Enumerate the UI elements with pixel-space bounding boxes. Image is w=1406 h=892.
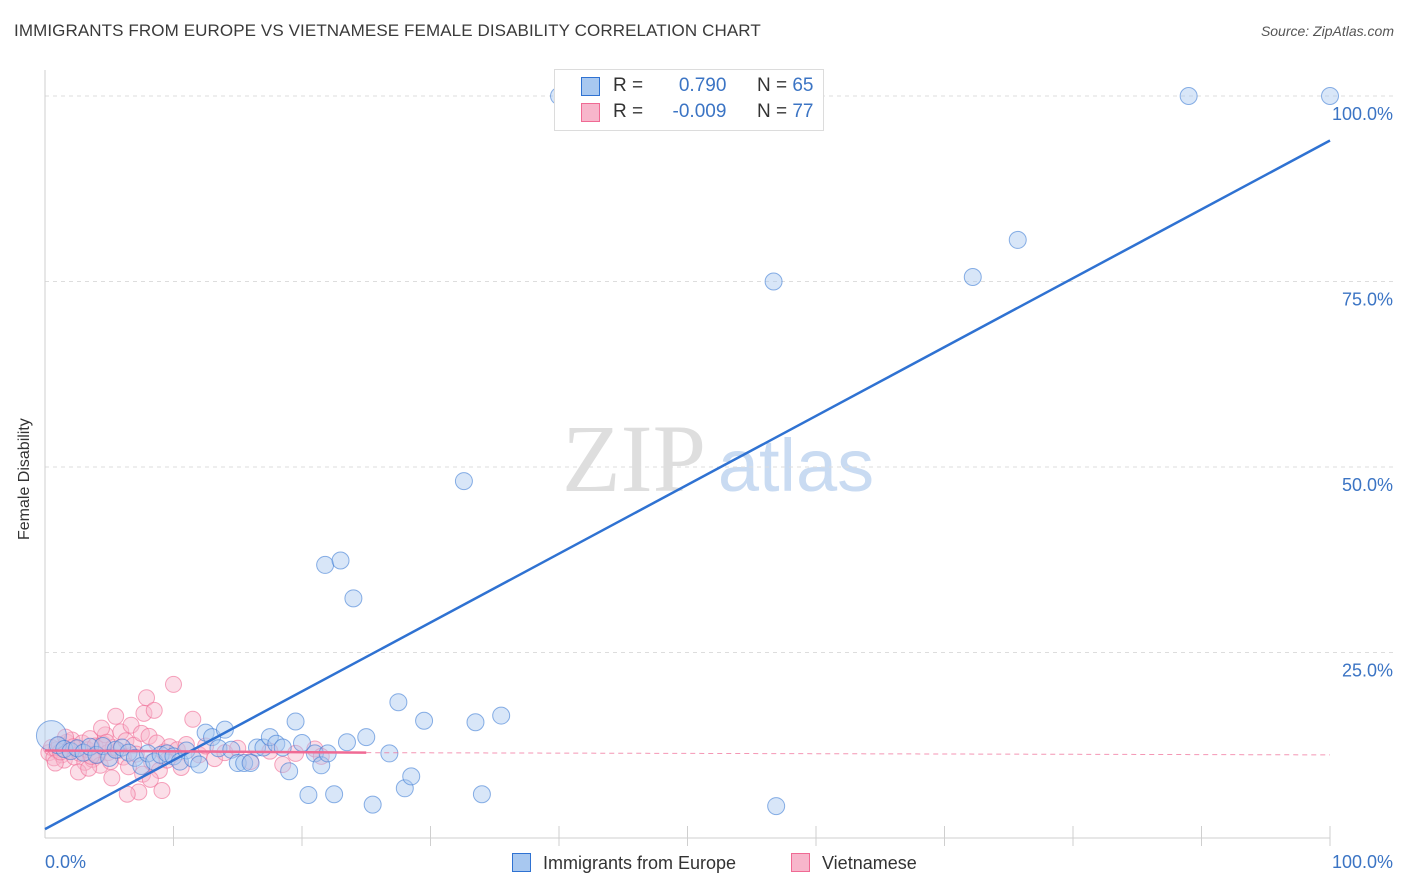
europe-point [280, 762, 299, 781]
y-tick-label: 25.0% [1342, 660, 1393, 680]
legend-r-label: R = [613, 101, 644, 122]
vietnamese-point [46, 754, 64, 772]
vietnamese-point [107, 707, 125, 725]
europe-trend-line [44, 139, 1331, 831]
vietnamese-point [153, 782, 171, 800]
europe-point [454, 472, 473, 491]
trend-lines [44, 139, 1331, 831]
europe-point [331, 551, 350, 570]
stats-legend: R = 0.790 N = 65 R = -0.009 N = 77 [554, 69, 824, 131]
europe-point [764, 272, 783, 291]
europe-point [228, 754, 247, 773]
europe-point [337, 733, 356, 752]
bottom-legend-label-europe: Immigrants from Europe [543, 853, 737, 873]
vietnamese-trend-extension [366, 752, 1331, 756]
vietnamese-point [184, 710, 202, 728]
europe-point [380, 744, 399, 763]
bottom-legend-swatch-vietnamese [791, 853, 810, 872]
vietnamese-point [274, 756, 292, 774]
europe-point [1321, 86, 1339, 105]
europe-point [363, 795, 382, 814]
europe-point [312, 756, 331, 775]
europe-point [415, 711, 434, 730]
y-tick-label: 50.0% [1342, 475, 1393, 495]
europe-point [1179, 86, 1198, 105]
legend-swatch-europe [581, 77, 600, 96]
europe-point [1008, 230, 1027, 249]
bottom-legend-label-vietnamese: Vietnamese [822, 853, 917, 873]
legend-r-label: R = [613, 75, 644, 96]
x-tick-label-min: 0.0% [45, 852, 86, 872]
europe-point [402, 767, 421, 786]
vietnamese-point [145, 701, 163, 719]
watermark: ZIP atlas [562, 405, 874, 512]
bottom-legend-swatch-europe [512, 853, 531, 872]
europe-point [325, 785, 344, 804]
legend-n-value-europe: 65 [792, 75, 814, 96]
europe-point [492, 706, 511, 725]
europe-point [190, 755, 209, 774]
legend-r-value-europe: 0.790 [678, 75, 727, 96]
legend-n-label: N = [756, 75, 788, 96]
y-axis-label: Female Disability [16, 418, 33, 540]
europe-point [466, 713, 485, 732]
europe-point [389, 693, 408, 712]
vietnamese-point [69, 763, 87, 781]
grid [45, 95, 1395, 653]
vietnamese-point [120, 758, 138, 776]
europe-point [316, 555, 335, 574]
europe-point [344, 589, 363, 608]
chart-title: IMMIGRANTS FROM EUROPE VS VIETNAMESE FEM… [14, 21, 761, 40]
vietnamese-point [138, 689, 156, 707]
axes [44, 70, 1331, 846]
vietnamese-trend-line [44, 749, 367, 754]
europe-point [235, 754, 254, 773]
europe-point [357, 728, 376, 747]
y-tick-label: 75.0% [1342, 289, 1393, 309]
europe-point [299, 785, 318, 804]
europe-point [472, 785, 491, 804]
vietnamese-point [165, 675, 182, 693]
vietnamese-point [93, 719, 111, 737]
watermark-atlas: atlas [718, 424, 874, 507]
legend-n-value-vietnamese: 77 [792, 101, 814, 122]
europe-point [963, 268, 982, 287]
x-tick-label-max: 100.0% [1332, 852, 1393, 872]
europe-point [241, 754, 260, 773]
europe-point [286, 712, 305, 731]
europe-point [273, 738, 292, 757]
vietnamese-point [112, 723, 130, 741]
europe-point [767, 797, 786, 816]
watermark-zip: ZIP [562, 405, 706, 512]
legend-n-label: N = [756, 101, 788, 122]
source-label: Source: ZipAtlas.com [1260, 23, 1394, 39]
tick-labels: 25.0% 50.0% 75.0% 100.0% 0.0% 100.0% [45, 104, 1393, 872]
vietnamese-point [103, 769, 121, 787]
legend-r-value-vietnamese: -0.009 [672, 101, 727, 122]
europe-point [260, 728, 279, 747]
y-tick-label: 100.0% [1332, 104, 1393, 124]
europe-point [395, 779, 414, 798]
legend-swatch-vietnamese [581, 103, 600, 122]
